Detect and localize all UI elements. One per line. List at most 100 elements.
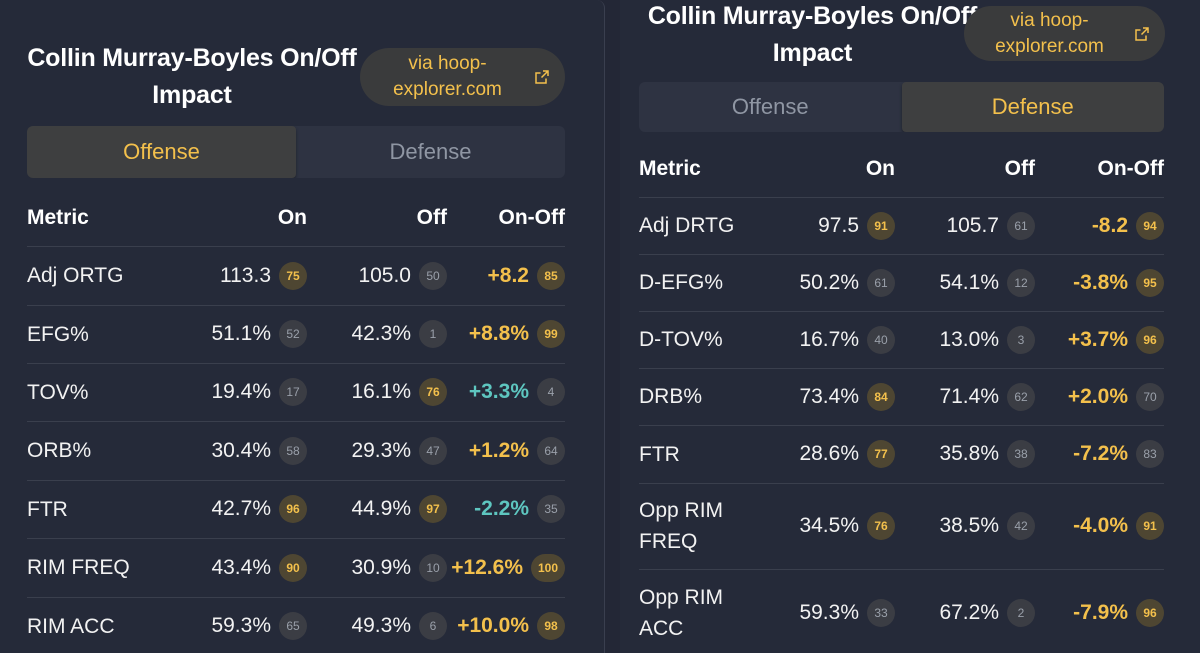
metric-label: D-TOV% bbox=[639, 328, 723, 351]
off-cell: 67.2% 2 bbox=[895, 569, 1035, 653]
percentile-badge: 50 bbox=[419, 261, 447, 290]
header-diff-label: On-Off bbox=[1097, 156, 1164, 180]
on-value: 51.1% bbox=[211, 322, 271, 345]
hoop-explorer-link-button[interactable]: via hoop- explorer.com bbox=[360, 48, 565, 106]
on-cell: 28.6% 77 bbox=[769, 425, 895, 483]
off-cell: 29.3% 47 bbox=[307, 421, 447, 480]
on-value: 113.3 bbox=[220, 263, 271, 287]
off-cell: 16.1% 76 bbox=[307, 363, 447, 421]
off-cell: 30.9% 10 bbox=[307, 538, 447, 597]
off-cell: 42.3% 1 bbox=[307, 305, 447, 363]
tab-offense[interactable]: Offense bbox=[731, 94, 809, 119]
metric-cell: D-TOV% bbox=[639, 311, 769, 368]
source-line-1: via hoop- bbox=[1010, 9, 1089, 31]
header-metric-label: Metric bbox=[639, 156, 701, 180]
off-value: 105.0 bbox=[358, 263, 411, 287]
percentile-badge: 62 bbox=[1007, 382, 1035, 411]
off-value: 44.9% bbox=[351, 497, 411, 520]
metric-label: RIM ACC bbox=[27, 614, 115, 638]
header-on: On bbox=[769, 140, 895, 197]
diff-cell: +2.0% 70 bbox=[1035, 368, 1164, 425]
percentile-badge: 99 bbox=[537, 320, 565, 348]
percentile-badge: 91 bbox=[867, 211, 895, 240]
on-value: 73.4% bbox=[799, 384, 859, 408]
metric-label: Opp RIM ACC bbox=[639, 586, 724, 640]
percentile-badge: 64 bbox=[537, 436, 565, 465]
percentile-badge: 6 bbox=[419, 612, 447, 640]
on-cell: 73.4% 84 bbox=[769, 368, 895, 425]
off-value: 71.4% bbox=[939, 384, 999, 408]
metric-label: ORB% bbox=[27, 439, 92, 462]
percentile-badge: 96 bbox=[279, 495, 307, 523]
percentile-badge: 90 bbox=[279, 553, 307, 582]
hoop-explorer-link-button[interactable]: via hoop- explorer.com bbox=[964, 6, 1165, 61]
header-off-label: Off bbox=[416, 205, 447, 229]
panel-title: Collin Murray-Boyles On/Off Impact bbox=[22, 40, 362, 114]
off-cell: 49.3% 6 bbox=[307, 597, 447, 653]
metric-cell: EFG% bbox=[27, 305, 167, 363]
percentile-badge: 38 bbox=[1007, 440, 1035, 468]
header-diff-label: On-Off bbox=[498, 205, 565, 229]
off-value: 38.5% bbox=[939, 514, 999, 537]
on-cell: 113.3 75 bbox=[167, 246, 307, 305]
table-row: RIM FREQ 43.4% 90 30.9% 10 +12.6% 100 bbox=[27, 538, 565, 598]
diff-value: +10.0% bbox=[457, 614, 529, 637]
diff-cell: +3.3% 4 bbox=[427, 363, 565, 421]
off-value: 35.8% bbox=[939, 442, 999, 465]
table-row: DRB% 73.4% 84 71.4% 62 +2.0% 70 bbox=[639, 368, 1164, 426]
tab-defense[interactable]: Defense bbox=[389, 139, 472, 164]
metric-label: FTR bbox=[27, 497, 68, 521]
on-cell: 43.4% 90 bbox=[167, 538, 307, 597]
diff-cell: -7.2% 83 bbox=[1035, 425, 1164, 483]
diff-value: -2.2% bbox=[474, 497, 529, 520]
percentile-badge: 10 bbox=[419, 553, 447, 582]
percentile-badge: 83 bbox=[1136, 440, 1164, 468]
off-value: 42.3% bbox=[351, 322, 411, 345]
percentile-badge: 94 bbox=[1136, 211, 1164, 240]
tab-offense[interactable]: Offense bbox=[27, 126, 296, 178]
on-cell: 50.2% 61 bbox=[769, 254, 895, 311]
metric-label: D-EFG% bbox=[639, 271, 723, 294]
table-row: FTR 28.6% 77 35.8% 38 -7.2% 83 bbox=[639, 425, 1164, 484]
panel-title: Collin Murray-Boyles On/Off Impact bbox=[640, 0, 985, 72]
table-row: ORB% 30.4% 58 29.3% 47 +1.2% 64 bbox=[27, 421, 565, 481]
percentile-badge: 85 bbox=[537, 261, 565, 290]
percentile-badge: 70 bbox=[1136, 382, 1164, 411]
percentile-badge: 61 bbox=[1007, 211, 1035, 240]
title-line-2: Impact bbox=[772, 39, 853, 67]
metric-cell: FTR bbox=[27, 480, 167, 538]
header-diff: On-Off bbox=[1035, 140, 1164, 197]
percentile-badge: 77 bbox=[867, 440, 895, 468]
diff-value: +8.2 bbox=[487, 263, 529, 287]
percentile-badge: 96 bbox=[1136, 599, 1164, 627]
table-row: Opp RIM FREQ 34.5% 76 38.5% 42 -4.0% 91 bbox=[639, 483, 1164, 570]
percentile-badge: 75 bbox=[279, 261, 307, 290]
diff-cell: -7.9% 96 bbox=[1035, 569, 1164, 653]
diff-cell: +3.7% 96 bbox=[1035, 311, 1164, 368]
off-value: 30.9% bbox=[351, 555, 411, 579]
percentile-badge: 12 bbox=[1007, 268, 1035, 297]
percentile-badge: 35 bbox=[537, 495, 565, 523]
header-metric: Metric bbox=[27, 189, 167, 246]
offense-table: Metric On Off On-Off Adj ORTG 113.3 75 105.0 50 +… bbox=[27, 189, 565, 653]
offense-defense-tabs: Offense Defense bbox=[639, 82, 1164, 132]
on-value: 34.5% bbox=[799, 514, 859, 537]
metric-cell: DRB% bbox=[639, 368, 769, 425]
off-cell: 71.4% 62 bbox=[895, 368, 1035, 425]
metric-cell: RIM ACC bbox=[27, 597, 167, 653]
percentile-badge: 42 bbox=[1007, 512, 1035, 540]
off-cell: 35.8% 38 bbox=[895, 425, 1035, 483]
on-cell: 19.4% 17 bbox=[167, 363, 307, 421]
header-on: On bbox=[167, 189, 307, 246]
percentile-badge: 65 bbox=[279, 612, 307, 640]
offense-defense-tabs: Offense Defense bbox=[27, 126, 565, 178]
percentile-badge: 97 bbox=[419, 495, 447, 523]
metric-cell: Adj ORTG bbox=[27, 246, 167, 305]
tab-defense[interactable]: Defense bbox=[901, 82, 1164, 132]
percentile-badge: 96 bbox=[1136, 325, 1164, 354]
percentile-badge: 100 bbox=[531, 553, 565, 582]
percentile-badge: 17 bbox=[279, 378, 307, 406]
off-value: 29.3% bbox=[351, 438, 411, 462]
table-row: TOV% 19.4% 17 16.1% 76 +3.3% 4 bbox=[27, 363, 565, 422]
diff-value: +1.2% bbox=[468, 438, 529, 462]
